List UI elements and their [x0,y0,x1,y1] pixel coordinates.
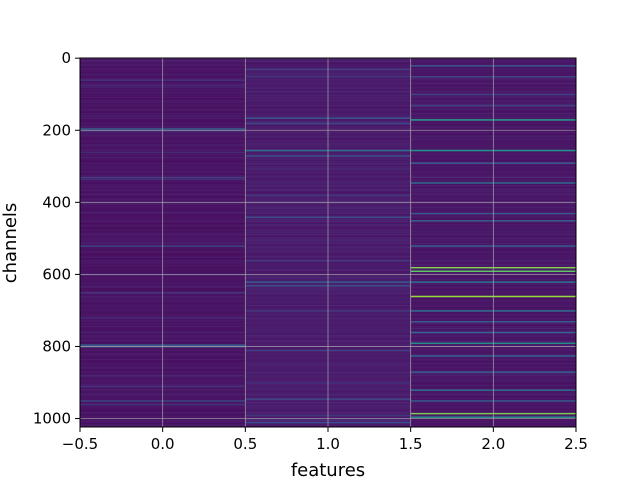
y-tick-label: 1000 [33,410,71,428]
x-tick-label: 0.0 [151,435,175,453]
x-tick-label: 0.5 [233,435,257,453]
y-tick-label: 400 [42,193,71,211]
x-tick-label: 2.5 [564,435,588,453]
x-axis-label: features [291,460,365,480]
x-tick-label: 2.0 [481,435,505,453]
y-tick-label: 200 [42,121,71,139]
y-axis-label: channels [0,203,21,284]
y-tick-label: 0 [61,49,71,67]
x-axis: −0.5 0.0 0.5 1.0 1.5 2.0 2.5 [62,427,588,453]
y-tick-label: 800 [42,337,71,355]
x-tick-label: 1.5 [399,435,423,453]
y-axis: 0 200 400 600 800 1000 [33,49,80,428]
x-tick-label: −0.5 [62,435,98,453]
x-tick-label: 1.0 [316,435,340,453]
y-tick-label: 600 [42,265,71,283]
